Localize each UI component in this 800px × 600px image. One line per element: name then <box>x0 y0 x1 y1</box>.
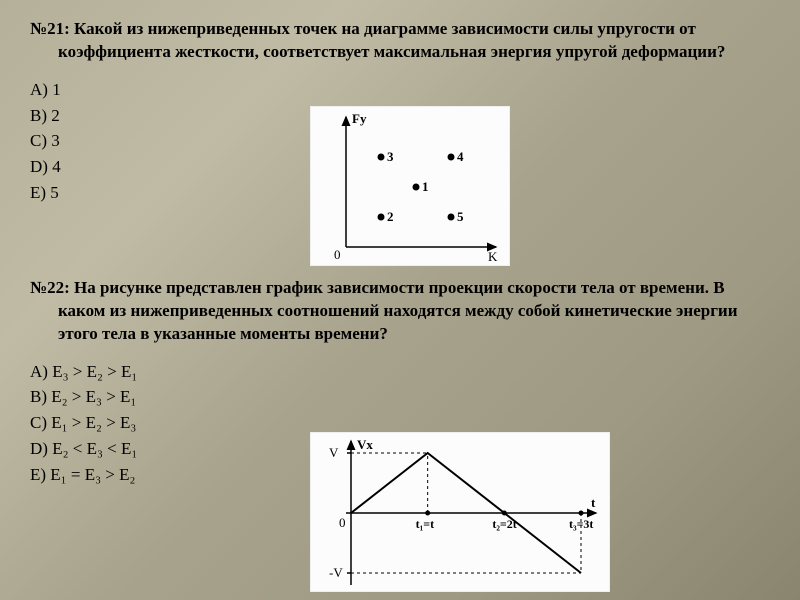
q21-number: №21: <box>30 19 70 38</box>
svg-text:4: 4 <box>457 149 464 164</box>
svg-text:t₃=3t: t₃=3t <box>569 517 593 531</box>
q22-chart: Vx t 0 V -V t₁=t t₂=2t t₃=3t <box>310 432 610 592</box>
q21-chart: K Fу 0 1 2 3 4 5 <box>310 106 510 266</box>
q22-option-a: A) E₃ > E₂ > E₁ <box>30 360 770 384</box>
q22-text: №22: На рисунке представлен график завис… <box>30 277 770 346</box>
svg-text:t: t <box>591 495 596 510</box>
q22-chart-svg: Vx t 0 V -V t₁=t t₂=2t t₃=3t <box>311 433 611 593</box>
q22-number: №22: <box>30 278 70 297</box>
svg-text:t₂=2t: t₂=2t <box>492 517 516 531</box>
q21-option-a: A) 1 <box>30 78 770 102</box>
svg-text:V: V <box>329 445 339 460</box>
svg-text:t₁=t: t₁=t <box>416 517 434 531</box>
svg-text:5: 5 <box>457 209 464 224</box>
svg-text:3: 3 <box>387 149 394 164</box>
svg-text:0: 0 <box>339 515 346 530</box>
q21-text: №21: Какой из нижеприведенных точек на д… <box>30 18 770 64</box>
svg-text:Vx: Vx <box>357 437 373 452</box>
svg-text:Fу: Fу <box>352 111 367 126</box>
q21-body: Какой из нижеприведенных точек на диагра… <box>58 19 725 61</box>
svg-text:-V: -V <box>329 565 343 580</box>
svg-text:1: 1 <box>422 179 429 194</box>
q22-body: На рисунке представлен график зависимост… <box>58 278 738 343</box>
svg-text:2: 2 <box>387 209 394 224</box>
svg-text:0: 0 <box>334 247 341 262</box>
q21-chart-svg: K Fу 0 1 2 3 4 5 <box>311 107 511 267</box>
q22-option-b: B) E₂ > E₃ > E₁ <box>30 385 770 409</box>
svg-text:K: K <box>488 249 498 264</box>
